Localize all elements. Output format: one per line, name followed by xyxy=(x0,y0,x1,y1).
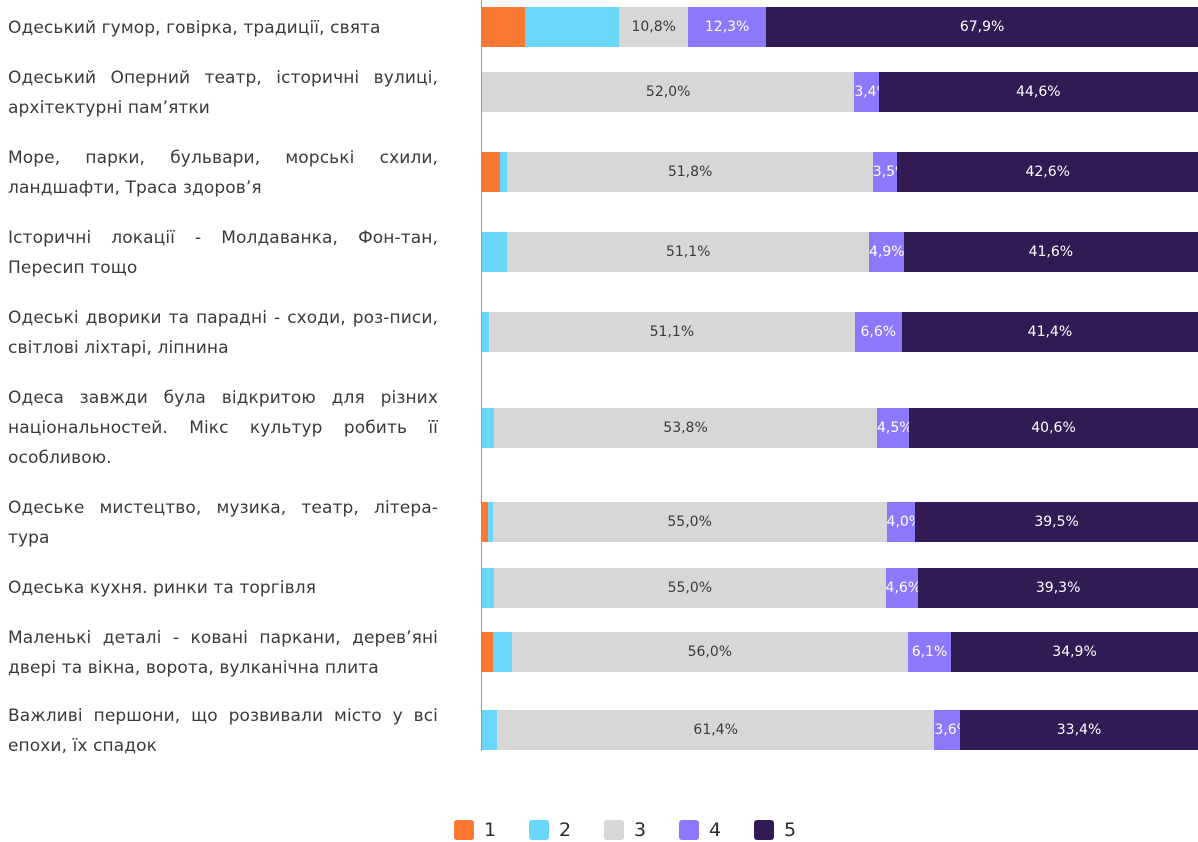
category-label: Одеський Оперний театр, історичні вулиці… xyxy=(8,68,438,118)
bar-segment-4 xyxy=(854,72,880,112)
data-label: 40,6% xyxy=(1031,420,1076,436)
bar-segment-3 xyxy=(489,312,856,352)
data-label: 55,0% xyxy=(667,580,713,596)
data-label: 39,3% xyxy=(1035,580,1081,596)
legend-swatch xyxy=(604,820,624,840)
legend-label: 5 xyxy=(784,819,797,841)
data-label: 41,6% xyxy=(1028,244,1074,260)
category-axis-line xyxy=(481,0,482,751)
legend-swatch xyxy=(454,820,474,840)
bar-segment-3 xyxy=(619,7,689,47)
data-label: 3,5% xyxy=(872,164,909,180)
data-label: 4,9% xyxy=(869,244,905,260)
bar-segment-5 xyxy=(918,568,1198,608)
bar-segment-5 xyxy=(903,232,1198,272)
data-label: 52,0% xyxy=(645,84,691,100)
bar-segment-3 xyxy=(494,408,878,448)
category-label: Маленькі деталі - ковані паркани, дерев’… xyxy=(8,628,438,678)
bar-segment-4 xyxy=(886,502,916,542)
bar-segment-2 xyxy=(493,632,513,672)
data-label: 42,6% xyxy=(1025,164,1070,180)
bar-segment-3 xyxy=(507,152,874,192)
bar-segment-2 xyxy=(482,710,498,750)
data-label: 51,8% xyxy=(667,164,713,180)
bar-segment-4 xyxy=(869,232,905,272)
category-label: Одеське мистецтво, музика, театр, літера… xyxy=(8,498,438,548)
bar-segment-3 xyxy=(492,502,888,542)
bar-segment-2 xyxy=(487,502,494,542)
bar-segment-5 xyxy=(909,408,1198,448)
category-label: Одеський гумор, говірка, традиції, свята xyxy=(8,18,381,38)
data-label: 67,9% xyxy=(959,19,1005,35)
data-label: 4,0% xyxy=(886,514,923,530)
bar-segment-3 xyxy=(496,710,935,750)
data-label: 10,8% xyxy=(631,19,676,35)
category-label: Одеса завжди була відкритою для різних н… xyxy=(8,388,438,468)
legend-swatch xyxy=(754,820,774,840)
legend-label: 2 xyxy=(559,819,572,841)
data-label: 41,4% xyxy=(1027,324,1073,340)
bar-segment-4 xyxy=(854,312,903,352)
bar-segment-4 xyxy=(907,632,952,672)
bar-segment-2 xyxy=(482,568,495,608)
bar-segment-2 xyxy=(499,152,508,192)
data-label: 12,3% xyxy=(704,19,750,35)
bar-segment-3 xyxy=(511,632,909,672)
bar-segment-2 xyxy=(482,408,495,448)
data-label: 4,6% xyxy=(885,580,922,596)
category-label: Одеські дворики та парадні - сходи, роз-… xyxy=(8,308,438,358)
data-label: 51,1% xyxy=(649,324,695,340)
data-label: 4,5% xyxy=(877,420,913,436)
category-label: Одеська кухня. ринки та торгівля xyxy=(8,578,317,598)
category-label: Історичні локації - Молдаванка, Фон-тан,… xyxy=(8,228,438,278)
data-label: 33,4% xyxy=(1056,722,1102,738)
data-label: 3,6% xyxy=(934,722,970,738)
data-label: 51,1% xyxy=(665,244,711,260)
bar-segment-2 xyxy=(482,312,490,352)
data-label: 61,4% xyxy=(693,722,738,738)
bar-segment-1 xyxy=(482,7,526,47)
data-label: 3,4% xyxy=(854,84,890,100)
category-label: Важливі першони, що розвивали місто у вс… xyxy=(8,706,438,756)
legend-label: 4 xyxy=(709,819,722,841)
bar-segment-5 xyxy=(901,312,1198,352)
legend: 1 2 3 4 5 xyxy=(0,818,1198,842)
bar-segment-4 xyxy=(934,710,961,750)
bar-segment-5 xyxy=(951,632,1198,672)
bar-segment-3 xyxy=(482,72,855,112)
bar-segment-5 xyxy=(960,710,1198,750)
bar-segment-2 xyxy=(482,232,508,272)
data-label: 34,9% xyxy=(1052,644,1097,660)
legend-label: 3 xyxy=(634,819,647,841)
category-label: Море, парки, бульвари, морські схили, ла… xyxy=(8,148,438,198)
legend-label: 1 xyxy=(484,819,497,841)
bar-segment-1 xyxy=(482,632,494,672)
data-label: 6,6% xyxy=(860,324,897,340)
data-label: 6,1% xyxy=(911,644,948,660)
bar-segment-4 xyxy=(872,152,898,192)
bar-segment-5 xyxy=(915,502,1198,542)
data-label: 39,5% xyxy=(1034,514,1079,530)
bar-segment-5 xyxy=(878,72,1198,112)
data-label: 56,0% xyxy=(687,644,733,660)
bar-segment-5 xyxy=(766,7,1198,47)
data-label: 44,6% xyxy=(1016,84,1061,100)
bar-segment-4 xyxy=(885,568,919,608)
data-label: 55,0% xyxy=(667,514,712,530)
bar-segment-1 xyxy=(482,502,489,542)
legend-swatch xyxy=(529,820,549,840)
data-label: 53,8% xyxy=(663,420,708,436)
bar-segment-3 xyxy=(494,568,887,608)
bar-segment-1 xyxy=(482,152,501,192)
bar-segment-3 xyxy=(507,232,870,272)
bar-segment-4 xyxy=(688,7,767,47)
legend-swatch xyxy=(679,820,699,840)
bar-segment-4 xyxy=(877,408,910,448)
bar-segment-2 xyxy=(525,7,620,47)
bar-segment-5 xyxy=(897,152,1198,192)
